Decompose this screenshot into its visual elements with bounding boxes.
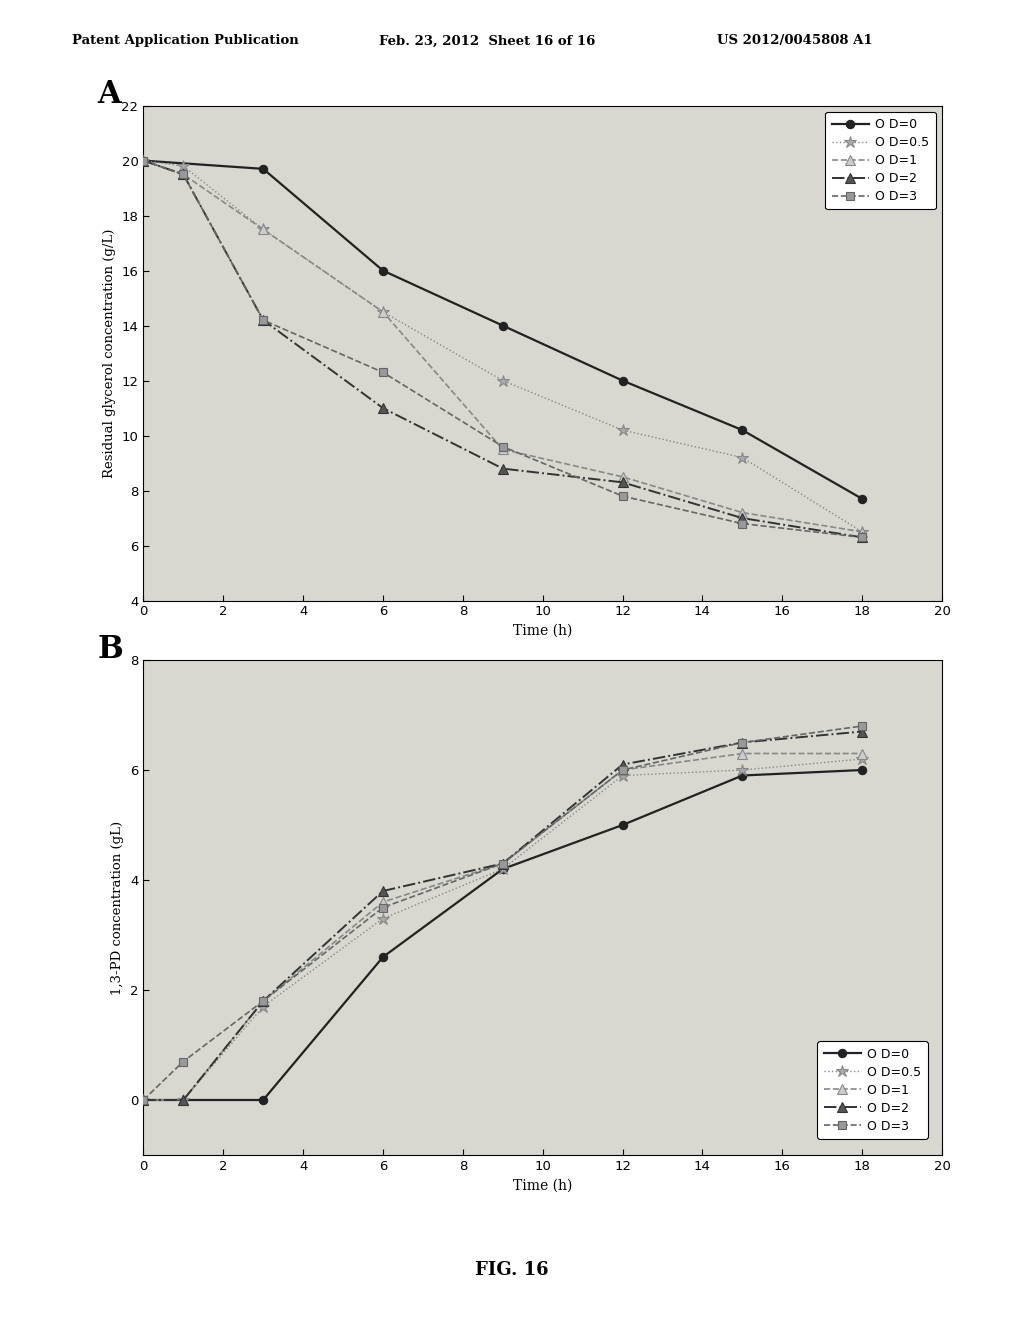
Text: Feb. 23, 2012  Sheet 16 of 16: Feb. 23, 2012 Sheet 16 of 16 — [379, 34, 595, 48]
X-axis label: Time (h): Time (h) — [513, 624, 572, 638]
Y-axis label: 1,3-PD concentration (gL): 1,3-PD concentration (gL) — [112, 821, 125, 994]
Legend: O D=0, O D=0.5, O D=1, O D=2, O D=3: O D=0, O D=0.5, O D=1, O D=2, O D=3 — [817, 1041, 928, 1139]
Text: Patent Application Publication: Patent Application Publication — [72, 34, 298, 48]
Text: US 2012/0045808 A1: US 2012/0045808 A1 — [717, 34, 872, 48]
Y-axis label: Residual glycerol concentration (g/L): Residual glycerol concentration (g/L) — [103, 228, 116, 478]
Text: B: B — [97, 634, 123, 664]
Text: FIG. 16: FIG. 16 — [475, 1261, 549, 1279]
X-axis label: Time (h): Time (h) — [513, 1179, 572, 1192]
Legend: O D=0, O D=0.5, O D=1, O D=2, O D=3: O D=0, O D=0.5, O D=1, O D=2, O D=3 — [825, 112, 936, 210]
Text: A: A — [97, 79, 121, 110]
